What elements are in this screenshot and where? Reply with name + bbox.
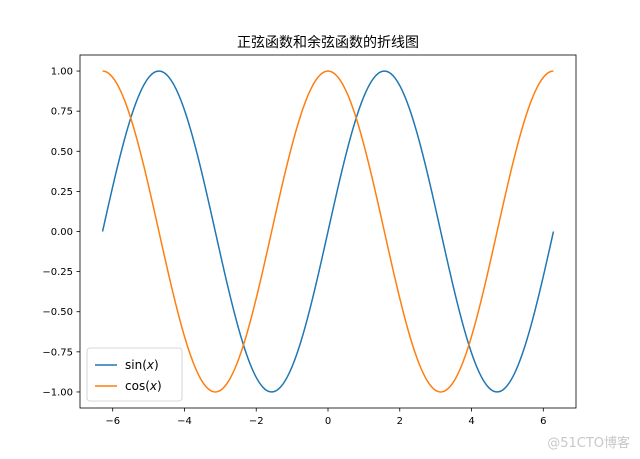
- x-tick-label: −2: [249, 416, 264, 427]
- legend-label-sin: sin(x): [125, 358, 159, 372]
- legend: sin(x) cos(x): [86, 347, 183, 402]
- x-tick-label: −6: [105, 416, 120, 427]
- y-tick-label: 0.00: [51, 227, 73, 238]
- x-tick-label: 4: [468, 416, 474, 427]
- watermark: @51CTO博客: [547, 436, 630, 451]
- plot-lines: [101, 70, 555, 393]
- series-line-cos: [102, 70, 554, 393]
- legend-box: [86, 347, 183, 402]
- y-axis: −1.00 −0.75 −0.50 −0.25 0.00 0.25 0.50 0.75 1.00: [42, 67, 80, 398]
- x-tick-label: 2: [397, 416, 403, 427]
- y-tick-label: −1.00: [42, 387, 73, 398]
- y-tick-label: 0.25: [51, 187, 73, 198]
- y-tick-label: −0.75: [42, 347, 73, 358]
- chart-title: 正弦函数和余弦函数的折线图: [237, 34, 419, 51]
- x-tick-label: 0: [325, 416, 331, 427]
- series-line-sin: [101, 70, 555, 393]
- x-axis: −6 −4 −2 0 2 4 6: [105, 408, 546, 427]
- y-tick-label: 1.00: [51, 67, 73, 78]
- legend-label-cos: cos(x): [125, 379, 162, 393]
- y-tick-label: 0.50: [51, 147, 73, 158]
- x-tick-label: −4: [177, 416, 192, 427]
- y-tick-label: −0.25: [42, 267, 73, 278]
- x-tick-label: 6: [540, 416, 546, 427]
- y-tick-label: 0.75: [51, 107, 73, 118]
- y-tick-label: −0.50: [42, 307, 73, 318]
